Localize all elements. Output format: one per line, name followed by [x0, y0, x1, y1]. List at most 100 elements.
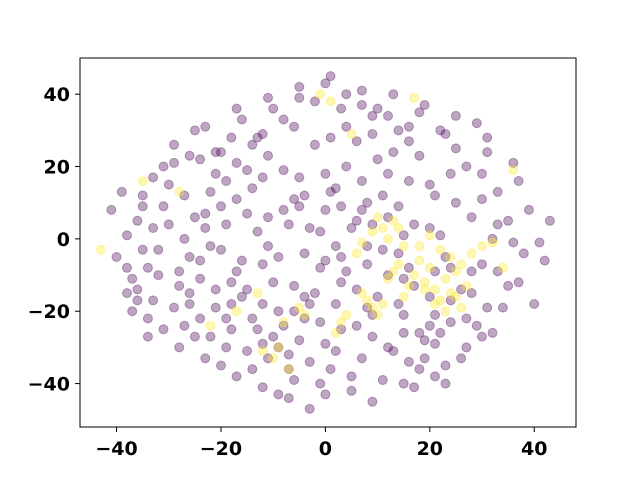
scatter-point-s1-52 — [424, 230, 435, 241]
scatter-point-s0-137 — [403, 176, 414, 186]
scatter-point-s0-13 — [169, 157, 179, 168]
scatter-point-s0-259 — [216, 147, 226, 158]
scatter-point-s0-128 — [424, 291, 435, 302]
scatter-point-s0-5 — [132, 284, 143, 295]
scatter-point-s0-167 — [200, 121, 211, 132]
scatter-point-s1-38 — [445, 252, 456, 262]
scatter-point-s0-178 — [216, 244, 226, 255]
scatter-point-s0-85 — [544, 215, 555, 226]
scatter-point-s0-154 — [158, 161, 169, 172]
scatter-point-s0-264 — [372, 103, 383, 114]
x-axis: −40 −20 0 20 40 — [95, 427, 547, 460]
scatter-point-s0-25 — [231, 371, 242, 382]
scatter-point-s0-119 — [283, 219, 294, 230]
scatter-point-s0-122 — [330, 241, 341, 252]
scatter-point-s0-69 — [461, 161, 472, 172]
scatter-point-s0-50 — [362, 302, 373, 313]
scatter-point-s0-22 — [216, 360, 226, 371]
scatter-point-s0-4 — [127, 306, 138, 317]
scatter-point-s0-257 — [367, 219, 378, 230]
scatter-point-s1-29 — [430, 284, 440, 295]
scatter-point-s1-51 — [414, 241, 425, 252]
scatter-point-s0-156 — [221, 342, 232, 353]
scatter-point-s0-269 — [257, 338, 268, 349]
scatter-point-s1-3 — [205, 320, 216, 331]
scatter-point-s0-46 — [341, 121, 352, 132]
scatter-point-s0-219 — [289, 375, 300, 385]
scatter-point-s0-221 — [351, 284, 362, 295]
plot-frame — [79, 57, 577, 428]
scatter-point-s0-49 — [356, 100, 367, 110]
scatter-point-s0-59 — [409, 280, 420, 291]
scatter-point-s0-134 — [309, 288, 320, 299]
scatter-point-s0-54 — [383, 110, 393, 121]
scatter-point-s0-233 — [393, 125, 404, 136]
scatter-point-s0-18 — [195, 255, 206, 266]
scatter-point-s0-160 — [346, 371, 357, 382]
scatter-point-s0-114 — [205, 241, 216, 252]
scatter-point-s0-23 — [221, 176, 232, 186]
scatter-point-s1-12 — [325, 96, 336, 107]
scatter-point-s1-56 — [419, 284, 430, 295]
scatter-point-s0-277 — [263, 212, 273, 223]
scatter-point-s0-176 — [482, 132, 493, 143]
scatter-point-s0-216 — [195, 273, 206, 284]
scatter-point-s1-23 — [398, 291, 409, 302]
scatter-point-s0-136 — [372, 291, 383, 302]
scatter-point-s0-272 — [351, 320, 362, 331]
scatter-point-s0-97 — [289, 121, 300, 132]
scatter-point-s1-9 — [283, 364, 294, 375]
scatter-point-s0-110 — [492, 266, 503, 277]
scatter-point-s0-141 — [169, 302, 179, 313]
scatter-point-s1-7 — [268, 353, 279, 364]
scatter-point-s0-158 — [283, 364, 294, 375]
scatter-point-s0-98 — [304, 356, 315, 367]
scatter-point-s1-10 — [299, 309, 310, 320]
scatter-point-s1-5 — [252, 288, 263, 299]
scatter-point-s1-43 — [497, 262, 508, 273]
scatter-point-s0-132 — [247, 183, 258, 194]
scatter-point-s0-146 — [325, 132, 336, 143]
scatter-point-s0-60 — [414, 107, 425, 118]
scatter-point-s0-21 — [210, 147, 221, 158]
scatter-point-s0-86 — [111, 252, 122, 262]
scatter-point-s0-192 — [231, 266, 242, 277]
scatter-point-s1-47 — [372, 212, 383, 223]
scatter-point-s0-255 — [304, 223, 315, 233]
scatter-point-s0-36 — [289, 194, 300, 205]
scatter-point-s0-16 — [184, 299, 195, 309]
scatter-point-s0-228 — [210, 168, 221, 179]
scatter-point-s1-54 — [383, 233, 393, 244]
scatter-point-s0-148 — [388, 147, 399, 158]
scatter-point-s0-157 — [252, 324, 263, 335]
scatter-point-s0-185 — [362, 197, 373, 208]
scatter-point-s0-81 — [524, 204, 534, 215]
scatter-point-s0-205 — [184, 150, 195, 161]
scatter-point-s0-73 — [482, 147, 493, 158]
y-tick-label: 40 — [44, 84, 70, 106]
scatter-point-s0-274 — [414, 327, 425, 338]
scatter-point-s0-1 — [116, 186, 127, 197]
scatter-point-s0-115 — [221, 313, 232, 324]
scatter-point-s0-252 — [424, 320, 435, 331]
scatter-point-s0-47 — [346, 385, 357, 396]
scatter-point-s0-103 — [383, 212, 393, 223]
scatter-point-s0-118 — [268, 277, 279, 288]
scatter-point-s1-60 — [273, 342, 284, 353]
scatter-point-s1-49 — [356, 237, 367, 248]
scatter-point-s0-171 — [325, 71, 336, 82]
scatter-point-s1-32 — [445, 288, 456, 299]
scatter-point-s0-199 — [430, 190, 440, 201]
scatter-point-s0-75 — [492, 186, 503, 197]
scatter-point-s1-39 — [456, 259, 467, 270]
scatter-point-s0-91 — [195, 154, 206, 165]
scatter-point-s0-190 — [179, 233, 190, 244]
scatter-point-s0-161 — [377, 375, 388, 385]
scatter-point-s1-61 — [294, 302, 305, 313]
scatter-point-s0-26 — [236, 114, 247, 125]
scatter-point-s0-123 — [346, 223, 357, 233]
scatter-point-s0-120 — [299, 248, 310, 259]
scatter-point-s0-212 — [398, 327, 409, 338]
scatter-point-s0-6 — [137, 244, 148, 255]
